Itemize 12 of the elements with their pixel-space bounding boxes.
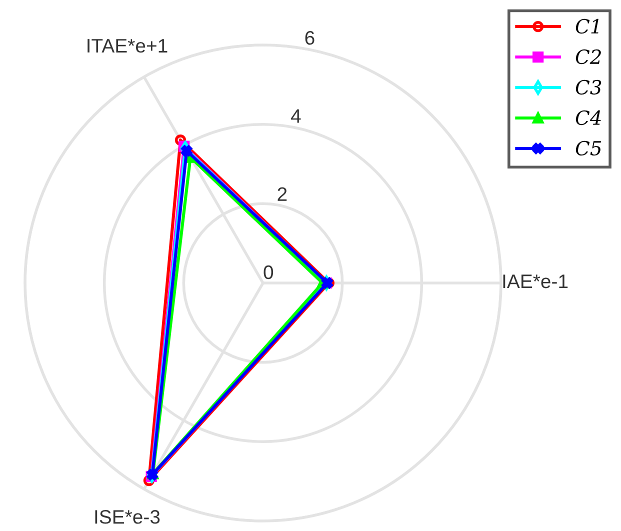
legend-label: C1 <box>576 18 598 34</box>
legend-label: C5 <box>576 140 602 156</box>
spoke-label: ISE*e-3 <box>95 510 160 524</box>
legend-label: C3 <box>576 80 602 95</box>
spoke-label: IAE*e-1 <box>503 274 568 288</box>
y-tick-label: 0 <box>264 265 274 280</box>
legend-label: C4 <box>576 110 601 126</box>
y-tick-label: 2 <box>278 187 287 201</box>
legend-label: C2 <box>576 49 601 64</box>
spoke-label: ITAE*e+1 <box>88 39 168 53</box>
y-tick-label: 6 <box>305 31 314 45</box>
y-tick-label: 4 <box>291 109 301 123</box>
